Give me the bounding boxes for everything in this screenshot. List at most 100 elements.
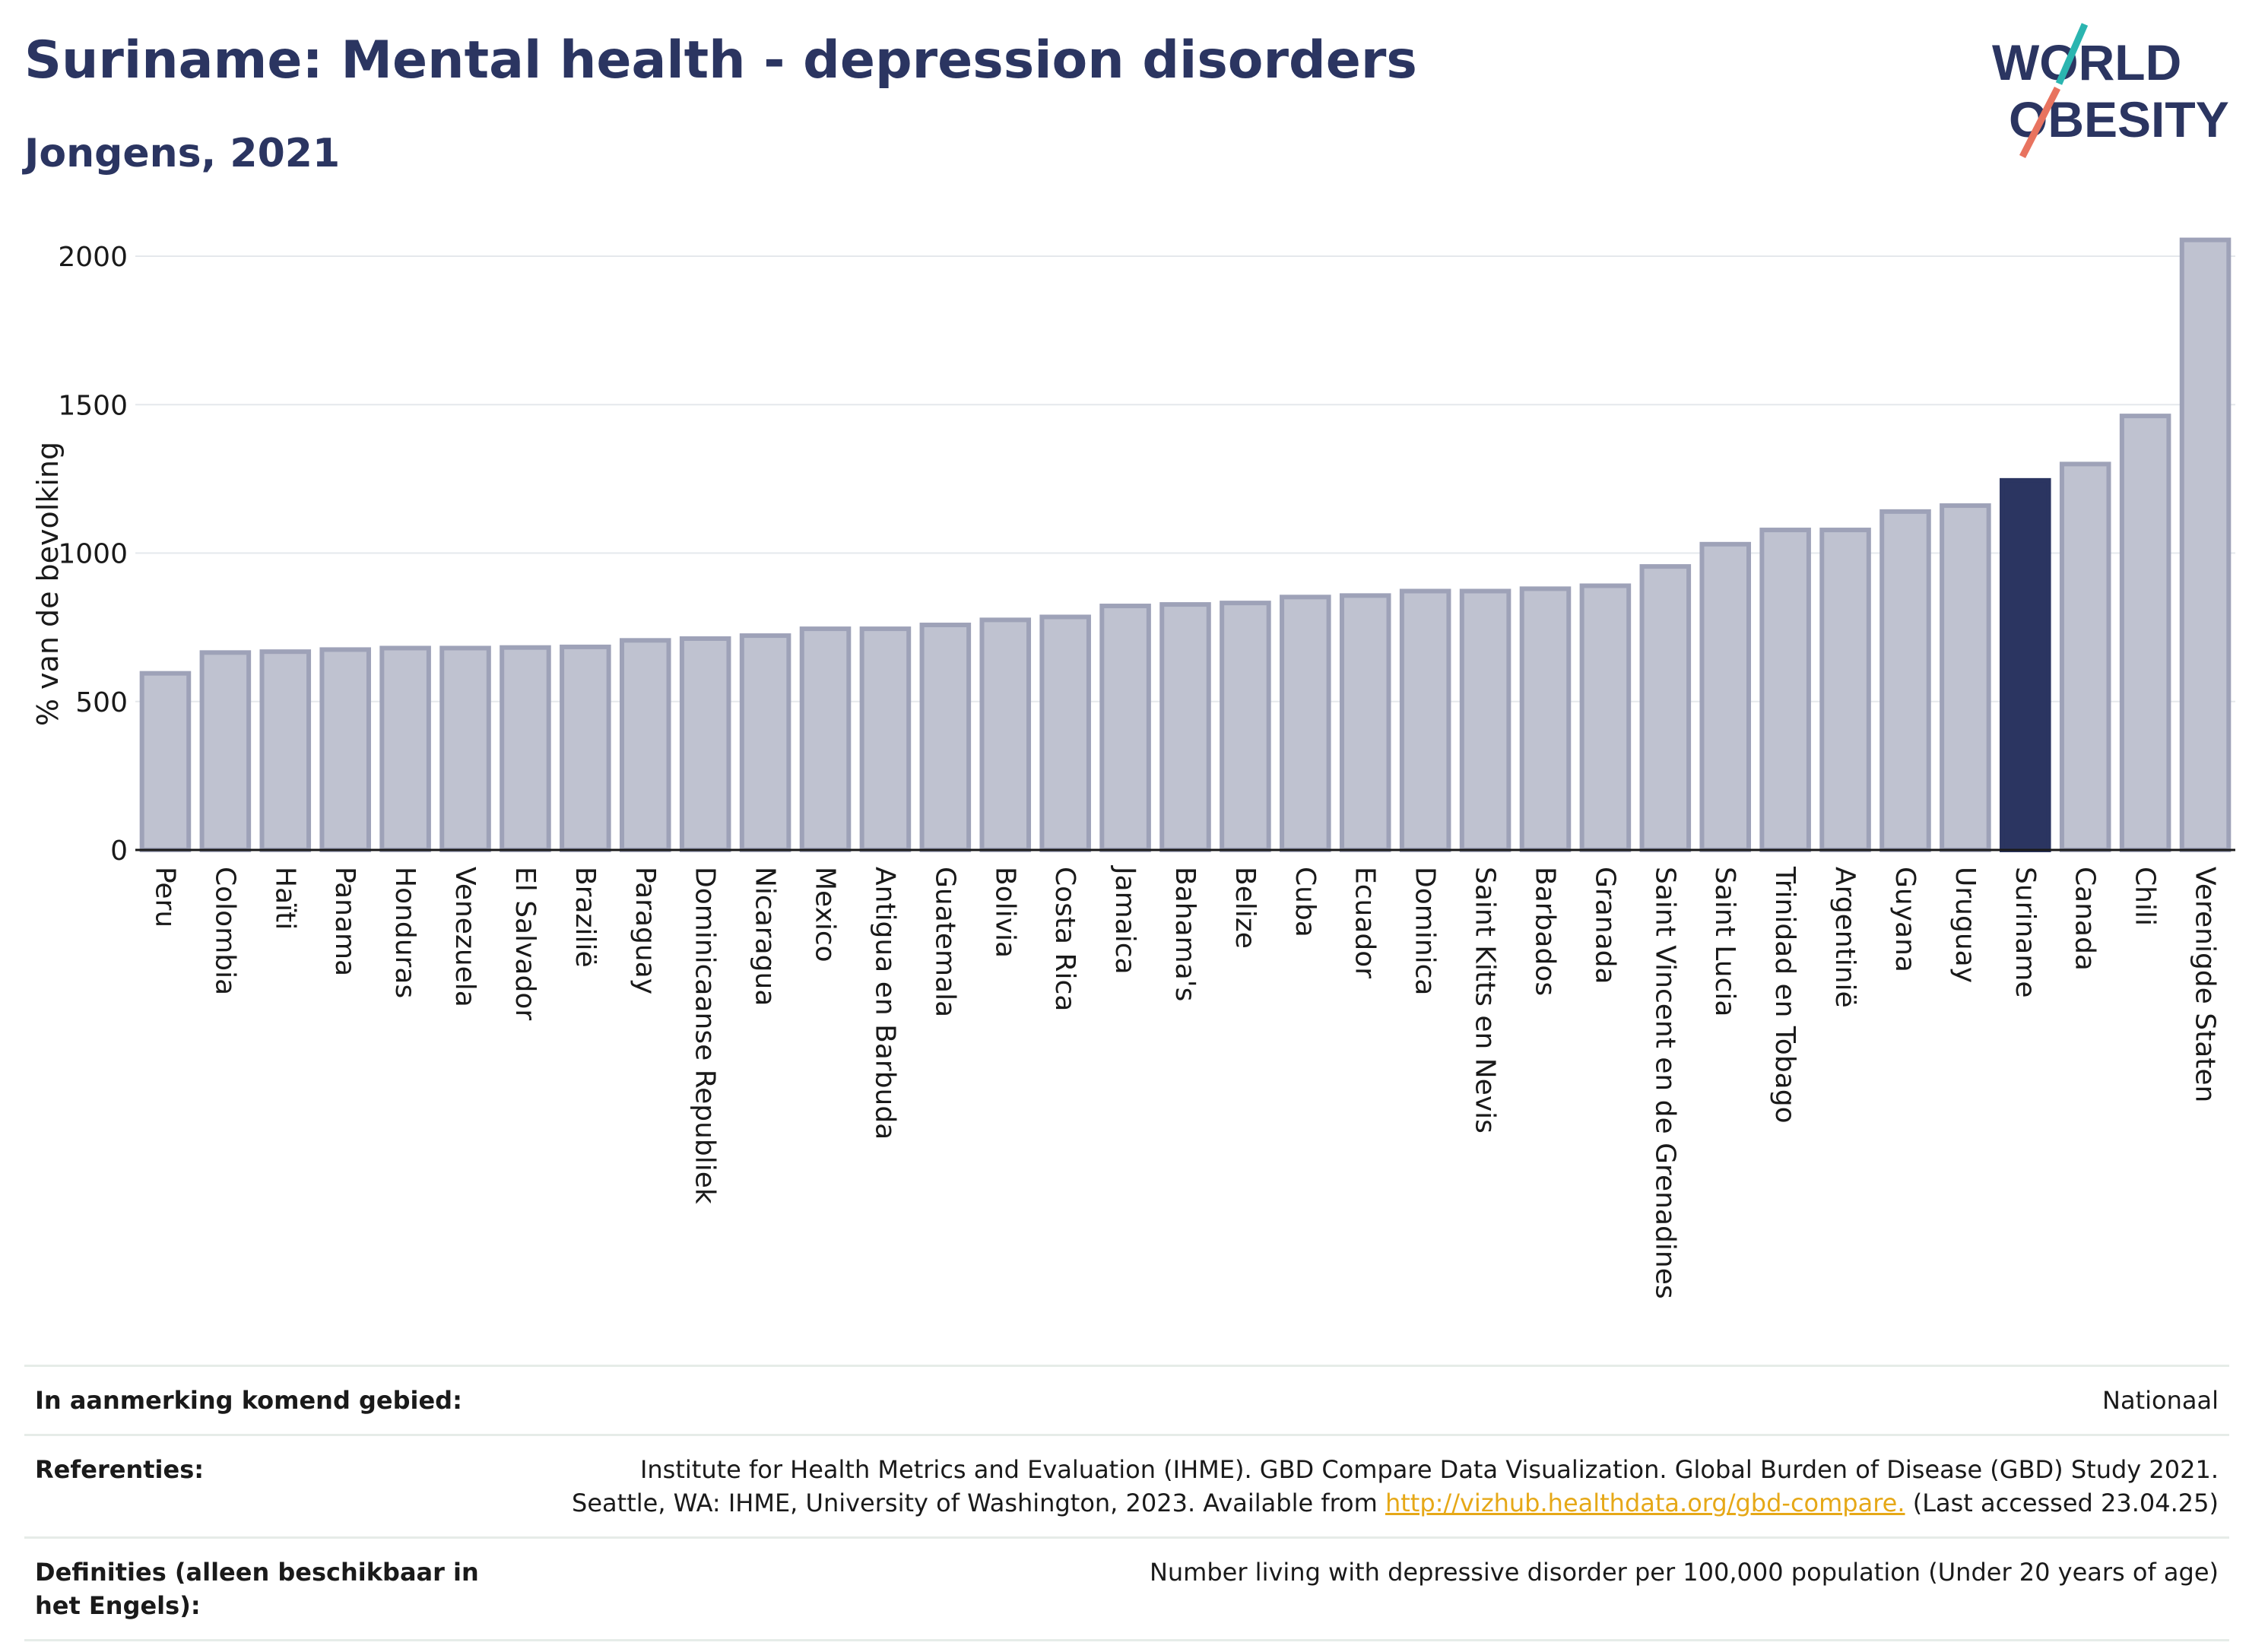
info-label-references: Referenties: xyxy=(35,1455,205,1484)
y-axis-label: % van de bevolking xyxy=(31,442,65,726)
bar-antigua-en-barbuda xyxy=(859,626,912,852)
x-tick-label: Mexico xyxy=(810,867,841,962)
x-tick-label: Bahama's xyxy=(1169,867,1201,1001)
x-tick-label: Verenigde Staten xyxy=(2190,867,2221,1102)
x-tick-label: Antigua en Barbuda xyxy=(869,867,900,1140)
bar-costa-rica xyxy=(1039,614,1091,852)
y-tick-label: 2000 xyxy=(58,242,128,273)
bar-chart: 0 500 1000 1500 2000 Peru Colombia Haïti Panama… xyxy=(31,237,2235,1299)
x-tick-label: Nicaragua xyxy=(750,867,781,1006)
x-tick-labels: Peru Colombia Haïti Panama Honduras Venezuela… xyxy=(149,865,2220,1299)
bar-cuba xyxy=(1280,595,1331,852)
bar-granada xyxy=(1579,583,1632,852)
bar-nicaragua xyxy=(739,633,791,852)
bar-saint-kitts-en-nevis xyxy=(1459,588,1511,852)
x-tick-label: Barbados xyxy=(1529,867,1560,996)
y-tick-label: 500 xyxy=(75,687,128,718)
logo-line1: WORLD xyxy=(1992,34,2181,90)
x-tick-label: Peru xyxy=(149,867,180,927)
bar-guyana xyxy=(1879,509,1931,852)
x-tick-label: Saint Lucia xyxy=(1709,867,1740,1016)
x-tick-label: Ecuador xyxy=(1350,867,1381,978)
reference-line2-text: Seattle, WA: IHME, University of Washing… xyxy=(572,1489,1385,1517)
bar-saint-lucia xyxy=(1699,541,1752,852)
bar-dominicaanse-republiek xyxy=(679,636,731,852)
info-label-region: In aanmerking komend gebied: xyxy=(35,1386,462,1415)
bar-uruguay xyxy=(1940,503,1991,852)
x-tick-label: Dominica xyxy=(1410,867,1441,996)
y-tick-label: 1000 xyxy=(58,539,128,570)
x-tick-label: Haïti xyxy=(269,867,300,930)
bars xyxy=(139,237,2232,853)
bar-peru xyxy=(139,671,192,853)
info-row-references: Referenties: Institute for Health Metric… xyxy=(24,1434,2229,1536)
x-tick-label: Jamaica xyxy=(1109,865,1140,975)
bar-ecuador xyxy=(1339,593,1391,852)
bar-brazili- xyxy=(560,644,611,853)
bar-argentini- xyxy=(1819,528,1871,852)
chart-title: Suriname: Mental health - depression dis… xyxy=(24,30,1417,90)
bar-belize xyxy=(1220,601,1271,852)
x-tick-label: Cuba xyxy=(1289,867,1321,937)
chart-subtitle: Jongens, 2021 xyxy=(24,131,341,176)
x-tick-label: Suriname xyxy=(2010,867,2041,998)
bar-bahama-s xyxy=(1159,602,1211,852)
reference-line2: Seattle, WA: IHME, University of Washing… xyxy=(572,1486,2219,1520)
bar-paraguay xyxy=(619,638,671,852)
world-obesity-logo: WORLD OBESITY xyxy=(1992,23,2229,159)
bar-jamaica xyxy=(1099,604,1151,852)
x-tick-label: Canada xyxy=(2070,867,2101,971)
bar-canada xyxy=(2059,461,2111,853)
info-row-definitions: Definities (alleen beschikbaar in het En… xyxy=(24,1536,2229,1641)
bar-barbados xyxy=(1519,586,1572,853)
x-tick-label: Venezuela xyxy=(449,867,481,1007)
bar-bolivia xyxy=(979,617,1032,853)
x-tick-label: Bolivia xyxy=(989,867,1020,958)
x-tick-label: Trinidad en Tobago xyxy=(1769,866,1800,1124)
bar-panama xyxy=(319,647,371,853)
x-tick-label: Guyana xyxy=(1889,867,1921,972)
info-row-region: In aanmerking komend gebied: Nationaal xyxy=(24,1365,2229,1434)
x-tick-label: Guatemala xyxy=(929,867,960,1017)
bar-dominica xyxy=(1399,588,1451,852)
bar-trinidad-en-tobago xyxy=(1759,528,1811,852)
x-tick-label: Saint Kitts en Nevis xyxy=(1470,867,1501,1134)
logo-line2: OBESITY xyxy=(2009,91,2229,147)
x-tick-label: Dominicaanse Republiek xyxy=(690,867,721,1204)
bar-venezuela xyxy=(439,645,491,852)
x-tick-label: Panama xyxy=(329,867,360,976)
bar-saint-vincent-en-de-grenadines xyxy=(1639,564,1692,852)
x-tick-label: Honduras xyxy=(389,867,420,998)
bar-honduras xyxy=(379,645,431,852)
x-tick-label: El Salvador xyxy=(509,867,541,1020)
bar-colombia xyxy=(199,650,252,852)
x-tick-label: Brazilië xyxy=(569,867,601,968)
x-tick-label: Chili xyxy=(2130,867,2161,926)
y-tick-labels: 0 500 1000 1500 2000 xyxy=(58,242,128,867)
info-value-references: Institute for Health Metrics and Evaluat… xyxy=(572,1453,2219,1520)
x-tick-label: Belize xyxy=(1229,867,1261,949)
x-tick-label: Granada xyxy=(1589,867,1620,985)
info-value-region: Nationaal xyxy=(2102,1386,2219,1415)
bar-suriname xyxy=(2000,477,2051,852)
info-label-definitions: Definities (alleen beschikbaar in het En… xyxy=(35,1558,479,1620)
info-value-definitions: Number living with depressive disorder p… xyxy=(1149,1558,2219,1587)
bar-ha-ti xyxy=(259,649,312,853)
bar-chili xyxy=(2119,414,2171,852)
logo-slash-coral xyxy=(2019,86,2061,159)
bar-guatemala xyxy=(919,623,972,852)
x-tick-label: Saint Vincent en de Grenadines xyxy=(1649,867,1680,1299)
reference-accessed: (Last accessed 23.04.25) xyxy=(1905,1489,2219,1517)
x-tick-label: Paraguay xyxy=(630,867,661,994)
x-tick-label: Colombia xyxy=(209,867,240,995)
bar-el-salvador xyxy=(500,645,551,852)
x-tick-label: Uruguay xyxy=(1949,867,1981,983)
logo-slash-teal xyxy=(2055,23,2089,85)
bar-verenigde-staten xyxy=(2179,237,2232,853)
x-tick-label: Argentinië xyxy=(1829,867,1860,1008)
info-table: In aanmerking komend gebied: Nationaal R… xyxy=(24,1365,2229,1641)
y-tick-label: 1500 xyxy=(58,390,128,421)
reference-line1: Institute for Health Metrics and Evaluat… xyxy=(639,1455,2219,1484)
reference-link[interactable]: http://vizhub.healthdata.org/gbd-compare… xyxy=(1385,1489,1905,1517)
bar-mexico xyxy=(799,626,852,852)
